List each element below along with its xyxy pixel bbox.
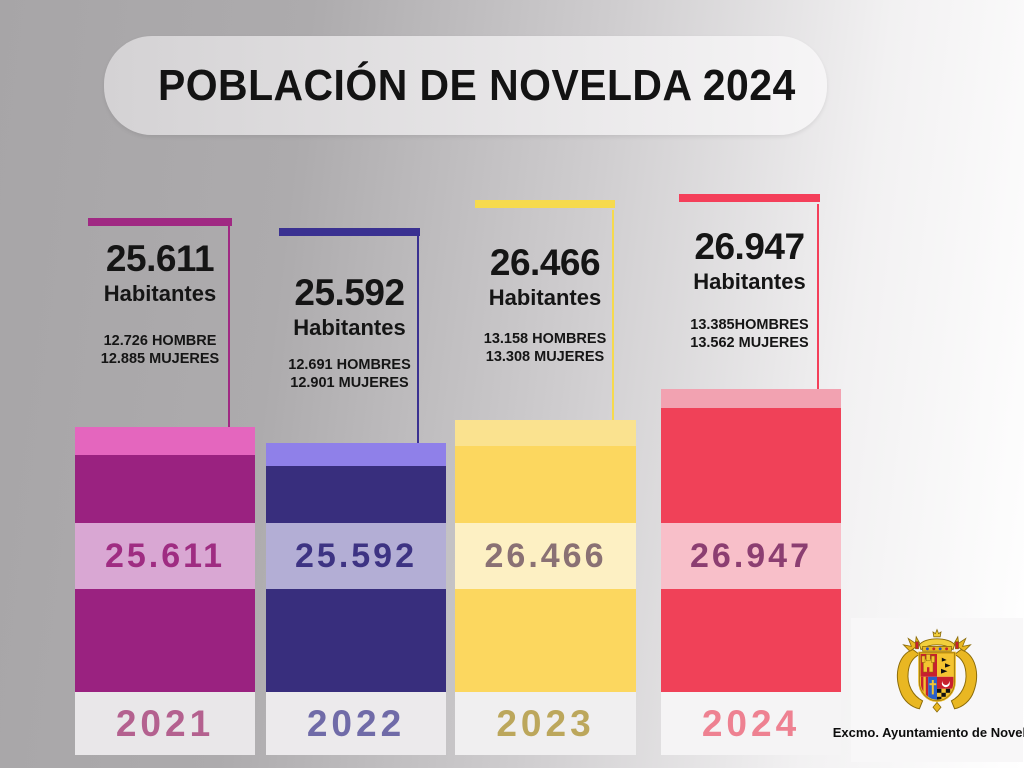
population-total: 25.592 <box>294 272 405 313</box>
hombres-count: 13.385HOMBRES <box>690 317 809 333</box>
card-connector-line <box>228 226 230 427</box>
card-connector-line <box>817 204 819 389</box>
card-accent-bar <box>88 218 232 226</box>
bar-top-band <box>266 443 446 466</box>
card-connector-line <box>417 236 419 443</box>
year-label: 2022 <box>266 692 446 755</box>
stat-card-2022: 25.592 Habitantes 12.691 HOMBRES 12.901 … <box>279 228 420 392</box>
mujeres-count: 12.901 MUJERES <box>290 374 409 391</box>
city-hall-logo-block: Excmo. Ayuntamiento de Novelda <box>833 618 1024 762</box>
card-accent-bar <box>279 228 420 236</box>
population-total: 25.611 <box>105 238 215 279</box>
bar-top-band <box>75 427 255 455</box>
novelda-coat-of-arms-icon <box>896 628 978 713</box>
stat-card-2024: 26.947 Habitantes 13.385HOMBRES 13.562 M… <box>679 194 820 352</box>
card-accent-bar <box>475 200 615 208</box>
population-total: 26.466 <box>489 242 601 283</box>
habitantes-label: Habitantes <box>293 315 406 340</box>
bar-2021: 25.611 2021 <box>75 427 255 755</box>
year-label: 2024 <box>661 692 841 755</box>
bar-2023: 26.466 2023 <box>455 420 636 755</box>
bar-value-band: 25.592 <box>266 523 446 589</box>
habitantes-label: Habitantes <box>488 285 602 310</box>
hombres-count: 12.691 HOMBRES <box>288 357 411 373</box>
page-title: POBLACIÓN DE NOVELDA 2024 <box>158 60 796 110</box>
mujeres-count: 12.885 MUJERES <box>100 350 220 367</box>
bar-value-band: 26.466 <box>455 523 636 589</box>
bar-value-band: 25.611 <box>75 523 255 589</box>
bar-top-band <box>455 420 636 446</box>
bar-2022: 25.592 2022 <box>266 443 446 755</box>
bar-top-band <box>661 389 841 408</box>
title-banner: POBLACIÓN DE NOVELDA 2024 <box>104 36 827 135</box>
habitantes-label: Habitantes <box>693 269 806 294</box>
year-label: 2021 <box>75 692 255 755</box>
hombres-count: 12.726 HOMBRE <box>103 333 217 349</box>
stat-card-2021: 25.611 Habitantes 12.726 HOMBRE 12.885 M… <box>88 218 232 368</box>
population-total: 26.947 <box>694 226 805 267</box>
bar-2024: 26.947 2024 <box>661 389 841 755</box>
mujeres-count: 13.308 MUJERES <box>485 348 605 365</box>
habitantes-label: Habitantes <box>103 281 217 306</box>
card-accent-bar <box>679 194 820 202</box>
mujeres-count: 13.562 MUJERES <box>690 334 809 351</box>
year-label: 2023 <box>455 692 636 755</box>
card-connector-line <box>612 210 614 420</box>
hombres-count: 13.158 HOMBRES <box>483 331 607 347</box>
bar-value-band: 26.947 <box>661 523 841 589</box>
logo-caption: Excmo. Ayuntamiento de Novelda <box>832 725 1024 740</box>
stat-card-2023: 26.466 Habitantes 13.158 HOMBRES 13.308 … <box>475 200 615 366</box>
